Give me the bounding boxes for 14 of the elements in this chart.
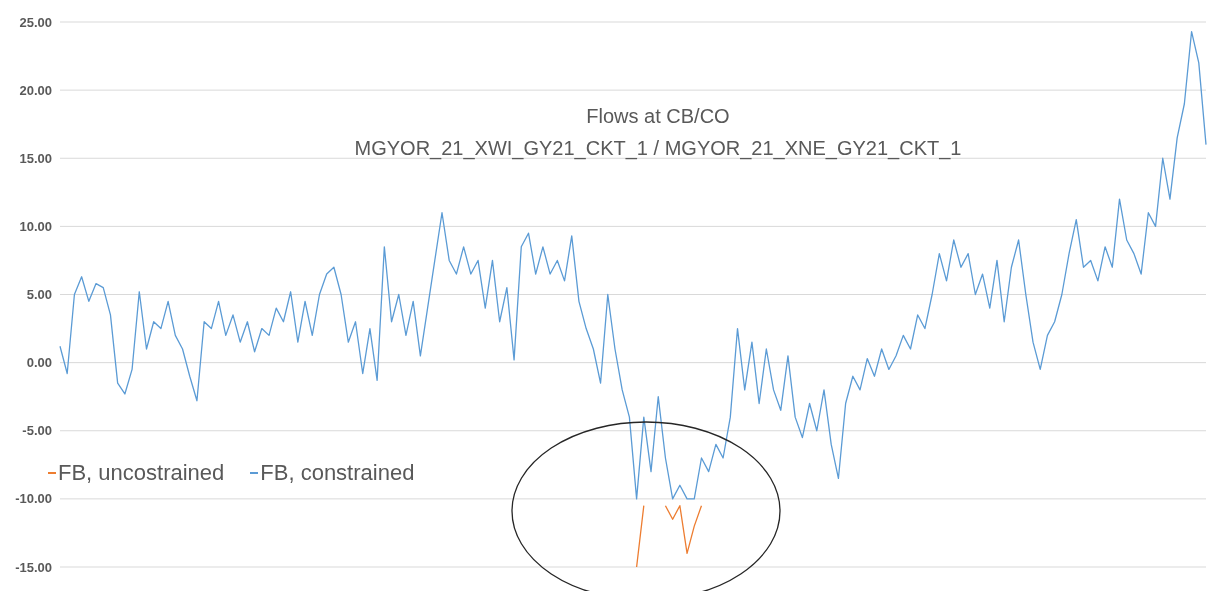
y-tick-label: 5.00: [26, 287, 52, 303]
y-tick-label: 0.00: [26, 355, 52, 371]
y-tick-label: 10.00: [19, 218, 52, 234]
y-tick-label: -5.00: [22, 423, 52, 439]
text: Flows at CB/CO: [585, 104, 731, 129]
y-tick-label: 15.00: [19, 150, 52, 166]
y-tick-label: 25.00: [19, 14, 52, 30]
legend-label: FB, uncostrained: [57, 460, 225, 486]
y-tick-label: -10.00: [15, 491, 52, 507]
y-tick-label: 20.00: [19, 82, 52, 98]
legend-label: FB, constrained: [259, 460, 415, 486]
y-tick-label: -15.00: [15, 559, 52, 575]
text: MGYOR_21_XWI_GY21_CKT_1 / MGYOR_21_XNE_GY21_CKT_1: [353, 136, 963, 162]
line-series: [59, 30, 1207, 500]
